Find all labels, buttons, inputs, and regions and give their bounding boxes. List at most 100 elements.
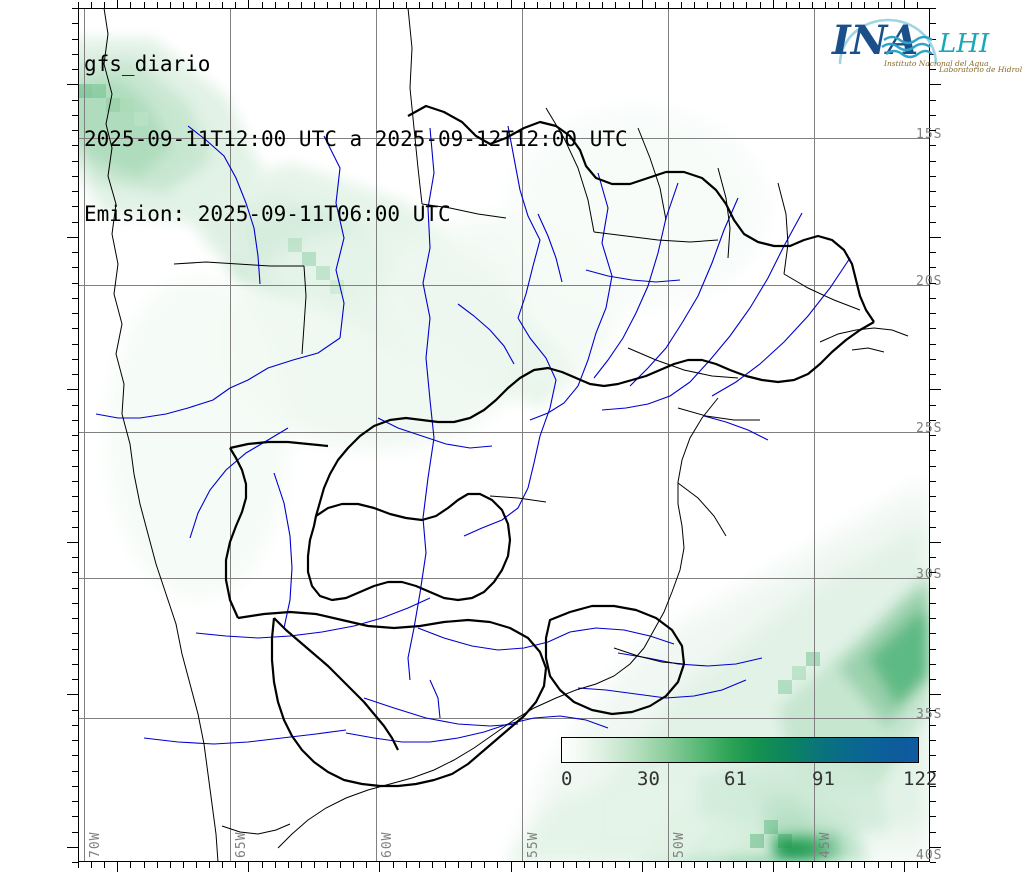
tick-right--40: [930, 846, 941, 848]
gridline-lon-60w: [376, 8, 377, 862]
tick-left--40: [67, 846, 78, 848]
tick-top--69: [143, 2, 145, 8]
tick-left--30: [67, 541, 78, 543]
tick-left--26.5: [72, 435, 78, 436]
tick-top--52: [589, 2, 591, 8]
tick-left--22.5: [72, 313, 78, 314]
tick-top--67: [195, 2, 197, 8]
tick-top--52.5: [576, 2, 578, 8]
tick-left--27: [72, 450, 78, 452]
tick-bottom--54.5: [523, 862, 525, 868]
tick-bottom--56: [484, 862, 486, 868]
tick-left--35: [67, 694, 78, 696]
logo-waves: [881, 35, 933, 59]
tick-bottom--50.5: [628, 862, 630, 868]
tick-top--41.5: [864, 2, 866, 8]
tick-bottom--69.5: [130, 862, 132, 868]
tick-right--26: [930, 419, 936, 421]
tick-bottom--61: [353, 862, 355, 868]
tick-right--22.5: [930, 313, 936, 314]
tick-right--27.5: [930, 465, 936, 467]
tick-bottom--65: [248, 862, 250, 872]
tick-left--25: [67, 389, 78, 391]
tick-top--45.5: [759, 2, 761, 8]
tick-bottom--47.5: [707, 862, 709, 868]
tick-top--47: [720, 2, 722, 8]
tick-right--37: [930, 755, 936, 757]
tick-left--33: [72, 633, 78, 635]
tick-left--18: [72, 175, 78, 177]
tick-right--33: [930, 633, 936, 635]
tick-top--54.5: [523, 2, 525, 8]
tick-right--24.5: [930, 374, 936, 375]
tick-top--63: [300, 2, 302, 8]
tick-top--66: [222, 2, 224, 8]
tick-top--65.5: [235, 2, 237, 8]
tick-top--69.5: [130, 2, 132, 8]
tick-bottom--58: [431, 862, 433, 868]
tick-bottom--63.5: [287, 862, 289, 868]
tick-bottom--57: [458, 862, 460, 868]
tick-top--46.5: [733, 2, 735, 8]
tick-top--53: [562, 2, 564, 8]
tick-right--19.5: [930, 221, 936, 223]
tick-top--71: [91, 2, 93, 8]
tick-left--36.5: [72, 740, 78, 741]
map-plot-area: [78, 8, 930, 862]
tick-left--15: [67, 84, 78, 86]
tick-left--39.5: [72, 831, 78, 833]
tick-bottom--71: [91, 862, 93, 868]
tick-left--40.5: [72, 862, 78, 863]
tick-right--18: [930, 175, 936, 177]
colorbar-tick-30: 30: [637, 768, 660, 790]
tick-left--38: [72, 785, 78, 787]
tick-top--62: [327, 2, 329, 8]
tick-left--14: [72, 53, 78, 55]
tick-right--12.5: [930, 8, 936, 9]
title-line-emission: Emision: 2025-09-11T06:00 UTC: [84, 202, 451, 226]
tick-left--12.5: [72, 8, 78, 9]
tick-right--20.5: [930, 252, 936, 253]
tick-bottom--67.5: [182, 862, 184, 868]
tick-right--39: [930, 816, 936, 818]
tick-right--23: [930, 328, 936, 330]
tick-top--58.5: [418, 2, 420, 8]
tick-left--28.5: [72, 496, 78, 497]
tick-bottom--59.5: [392, 862, 394, 868]
tick-top--70.5: [104, 2, 106, 8]
tick-right--16: [930, 114, 936, 116]
lat-label-35s: 35S: [916, 707, 943, 722]
tick-bottom--59: [405, 862, 407, 868]
tick-top--67.5: [182, 2, 184, 8]
tick-top--64: [274, 2, 276, 8]
tick-right--34.5: [930, 679, 936, 680]
tick-bottom--51: [615, 862, 617, 868]
tick-bottom--62: [327, 862, 329, 868]
tick-bottom--56.5: [471, 862, 473, 868]
tick-bottom--48.5: [680, 862, 682, 868]
tick-left--30.5: [72, 557, 78, 558]
tick-top--48: [694, 2, 696, 8]
tick-right--14: [930, 53, 936, 55]
tick-right--36: [930, 724, 936, 726]
tick-top--48.5: [680, 2, 682, 8]
gridline-lon-45w: [814, 8, 815, 862]
gridline-lon-70w: [84, 8, 85, 862]
tick-top--65: [248, 0, 250, 8]
tick-bottom--43: [825, 862, 827, 868]
tick-top--50: [641, 0, 643, 8]
tick-right--23.5: [930, 343, 936, 345]
tick-right--28: [930, 480, 936, 482]
tick-bottom--51.5: [602, 862, 604, 868]
tick-right--18.5: [930, 191, 936, 192]
tick-left--37.5: [72, 770, 78, 772]
tick-bottom--68.5: [156, 862, 158, 868]
tick-bottom--70: [117, 862, 119, 872]
tick-right--14.5: [930, 69, 936, 70]
tick-left--20: [67, 236, 78, 238]
tick-left--34.5: [72, 679, 78, 680]
tick-top--47.5: [707, 2, 709, 8]
tick-left--33.5: [72, 648, 78, 650]
tick-bottom--46: [746, 862, 748, 868]
